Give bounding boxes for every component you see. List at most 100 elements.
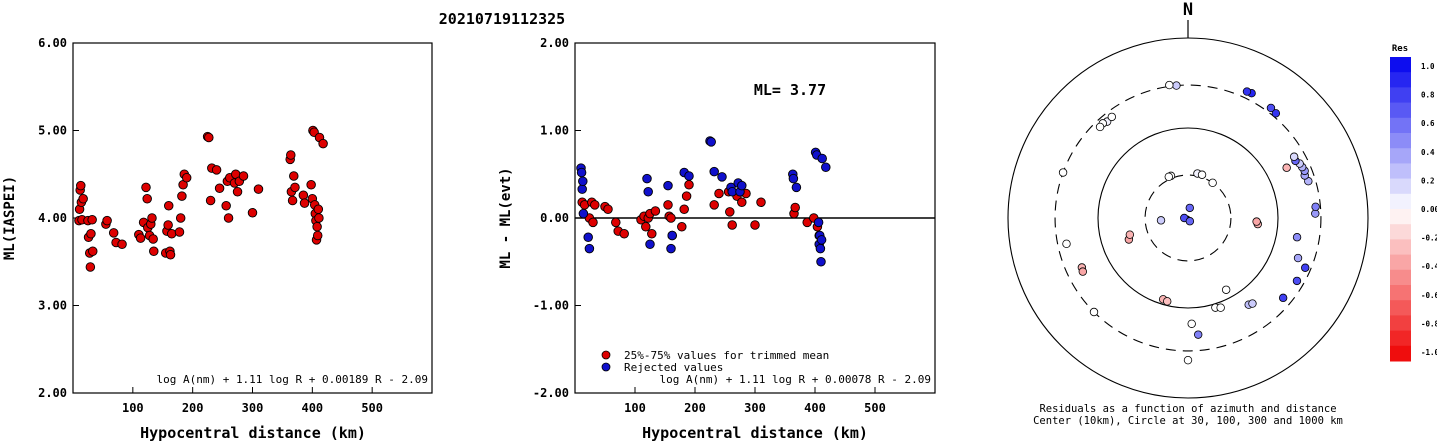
data-point-series-0 [298, 190, 309, 200]
formula-label: log A(nm) + 1.11 log R + 0.00189 R - 2.0… [156, 373, 428, 386]
x-tick-label: 300 [242, 401, 264, 415]
colorbar-cell [1390, 133, 1411, 149]
data-point-series-0 [238, 171, 249, 181]
data-point-series-1 [706, 137, 716, 147]
distance-ring-300km [1054, 84, 1322, 352]
data-point-series-0 [312, 221, 322, 232]
colorbar-cell [1390, 102, 1411, 119]
colorbar-cell [1390, 57, 1411, 73]
data-point-series-0 [684, 179, 694, 190]
data-point-series-1 [663, 180, 673, 191]
colorbar-tick-label: 0.00 [1421, 205, 1437, 214]
data-point-series-0 [163, 200, 174, 211]
azimuth-distance-plot: N Residuals as a function of azimuth and… [1007, 0, 1369, 427]
x-tick-label: 200 [182, 401, 204, 415]
legend-label-trimmed: 25%-75% values for trimmed mean [624, 349, 829, 362]
data-point-series-0 [802, 217, 812, 228]
data-point-series-0 [221, 200, 231, 211]
data-point-series-0 [205, 195, 216, 206]
colorbar-tick-label: 0.4 [1421, 148, 1435, 157]
station-marker [1197, 170, 1207, 179]
colorbar-cell [1390, 330, 1411, 347]
data-point-series-0 [611, 217, 621, 228]
colorbar-tick-label: -0.6 [1421, 291, 1437, 300]
colorbar-cell [1390, 87, 1411, 104]
colorbar-tick-label: 0.6 [1421, 119, 1435, 128]
data-point-series-0 [87, 214, 97, 225]
data-point-series-1 [578, 176, 588, 186]
data-point-series-0 [165, 249, 176, 260]
data-point-series-0 [147, 213, 157, 223]
data-point-series-0 [588, 217, 598, 228]
data-point-series-1 [584, 243, 595, 254]
colorbar-cell [1390, 224, 1411, 240]
data-point-series-1 [821, 162, 831, 172]
station-marker [1185, 217, 1195, 226]
data-point-series-0 [289, 171, 299, 181]
data-point-series-0 [286, 150, 296, 160]
station-marker [1271, 109, 1281, 118]
page-title: 20210719112325 [439, 10, 565, 28]
x-axis-label: Hypocentral distance (km) [140, 424, 366, 441]
colorbar-cell [1390, 193, 1411, 210]
data-point-series-0 [287, 195, 298, 206]
colorbar-cell [1390, 178, 1411, 195]
data-point-series-0 [175, 213, 186, 223]
data-point-series-1 [788, 173, 799, 184]
station-marker [1165, 80, 1174, 90]
station-marker [1292, 276, 1302, 286]
data-point-series-0 [641, 221, 651, 232]
data-point-series-0 [306, 179, 316, 190]
station-marker [1062, 239, 1071, 249]
station-marker [1089, 307, 1099, 317]
y-tick-label: 5.00 [38, 124, 67, 138]
station-marker [1221, 285, 1231, 294]
colorbar-tick-label: -1.0 [1421, 348, 1437, 357]
colorbar-cell [1390, 285, 1411, 301]
data-point-series-0 [313, 204, 324, 214]
data-point-series-0 [177, 191, 187, 201]
data-point-series-1 [666, 243, 676, 254]
data-point-series-1 [576, 167, 587, 178]
colorbar-title: Res [1392, 44, 1408, 54]
x-tick-label: 400 [301, 401, 323, 415]
data-point-series-0 [142, 193, 152, 204]
y-axis-label: ML(IASPEI) [2, 176, 18, 260]
data-point-series-0 [663, 200, 673, 210]
station-marker [1107, 112, 1117, 122]
data-point-series-0 [148, 234, 158, 244]
station-marker [1248, 299, 1257, 308]
data-point-series-0 [725, 207, 735, 217]
colorbar-tick-label: -0.8 [1421, 319, 1437, 328]
station-marker [1172, 81, 1181, 90]
colorbar-tick-label: -0.4 [1421, 262, 1437, 271]
data-point-series-0 [650, 206, 661, 216]
colorbar-cell [1390, 72, 1411, 88]
data-point-series-0 [681, 191, 692, 201]
colorbar-cell [1390, 315, 1411, 332]
data-point-series-0 [102, 215, 112, 226]
data-point-series-0 [727, 220, 737, 230]
y-tick-label: -2.00 [533, 386, 569, 400]
station-marker [1156, 216, 1166, 225]
data-point-series-0 [149, 246, 159, 256]
station-marker [1194, 330, 1203, 339]
data-point-series-1 [642, 173, 652, 184]
data-point-series-0 [108, 228, 119, 238]
x-tick-label: 400 [804, 401, 826, 415]
data-point-series-1 [813, 217, 824, 228]
station-marker [1266, 103, 1276, 113]
caption-line-2: Center (10km), Circle at 30, 100, 300 an… [1033, 415, 1343, 427]
colorbar-cell [1390, 254, 1411, 271]
data-point-series-0 [181, 172, 192, 183]
colorbar-cell [1390, 148, 1411, 164]
data-point-series-0 [211, 165, 222, 175]
caption-line-1: Residuals as a function of azimuth and d… [1039, 403, 1336, 415]
colorbar-tick-label: -0.2 [1421, 234, 1437, 243]
data-point-series-0 [204, 132, 214, 143]
distance-ring-1000km [1007, 37, 1369, 399]
data-point-series-1 [815, 243, 826, 254]
data-point-series-0 [141, 182, 151, 193]
colorbar-tick-label: 0.2 [1421, 176, 1435, 185]
